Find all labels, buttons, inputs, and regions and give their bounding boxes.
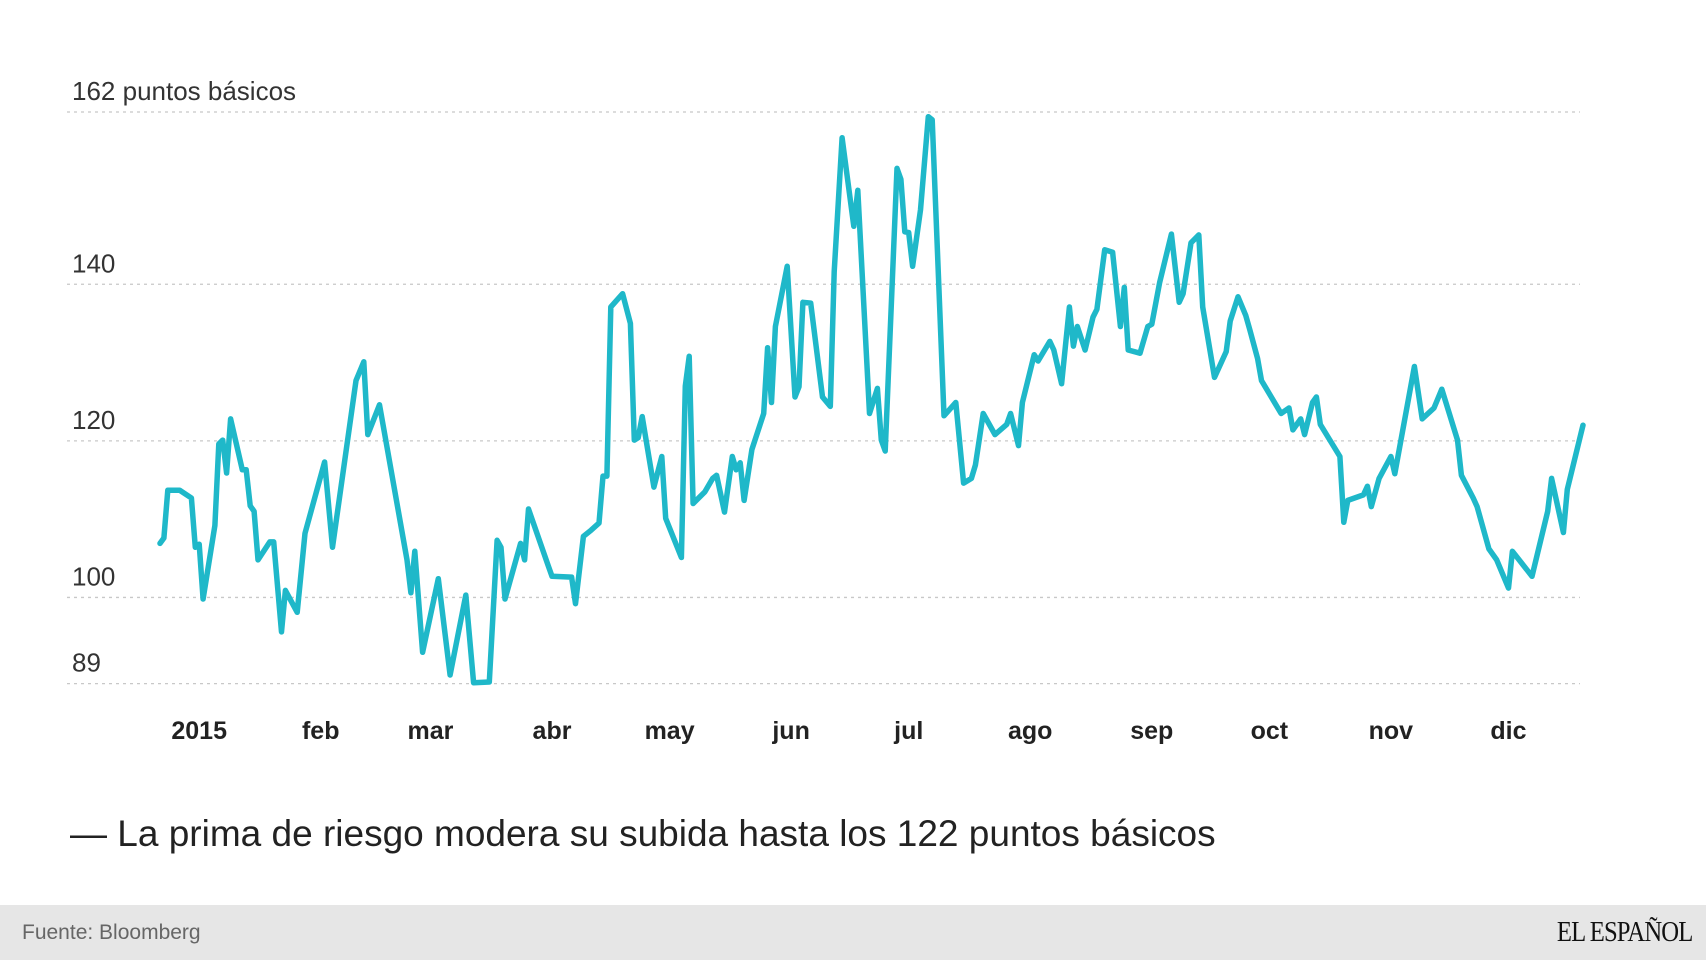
x-tick-label: mar bbox=[408, 717, 454, 745]
x-tick-label: sep bbox=[1130, 717, 1173, 745]
x-axis-labels: 2015 feb mar abr may jun jul ago sep oct nov dic bbox=[171, 717, 1526, 745]
x-tick-label: jun bbox=[771, 717, 810, 745]
source-text: Fuente: Bloomberg bbox=[22, 921, 201, 944]
x-tick-label: jul bbox=[893, 717, 923, 745]
series-line bbox=[157, 113, 1586, 686]
y-tick-label: 100 bbox=[72, 561, 115, 591]
x-tick-label: may bbox=[645, 717, 695, 745]
footer: Fuente: Bloomberg EL ESPAÑOL bbox=[0, 905, 1706, 960]
line-chart: 162 puntos básicos 140 120 100 89 2015 feb mar… bbox=[67, 76, 1586, 745]
y-tick-label: 162 puntos básicos bbox=[72, 76, 296, 106]
x-tick-label: ago bbox=[1008, 717, 1052, 745]
el-espanol-logo: EL ESPAÑOL bbox=[1556, 916, 1692, 948]
x-tick-label: dic bbox=[1490, 717, 1526, 745]
y-tick-label: 120 bbox=[72, 405, 115, 435]
y-tick-label: 89 bbox=[72, 648, 101, 678]
x-tick-label: nov bbox=[1369, 717, 1414, 745]
x-tick-label: feb bbox=[302, 717, 340, 745]
x-tick-label: oct bbox=[1251, 717, 1289, 745]
gridlines bbox=[67, 111, 1580, 685]
chart-title: — La prima de riesgo modera su subida ha… bbox=[70, 813, 1216, 854]
x-tick-label: 2015 bbox=[171, 717, 227, 745]
y-axis-labels: 162 puntos básicos 140 120 100 89 bbox=[72, 76, 296, 678]
y-tick-label: 140 bbox=[72, 248, 115, 278]
x-tick-label: abr bbox=[533, 717, 572, 745]
